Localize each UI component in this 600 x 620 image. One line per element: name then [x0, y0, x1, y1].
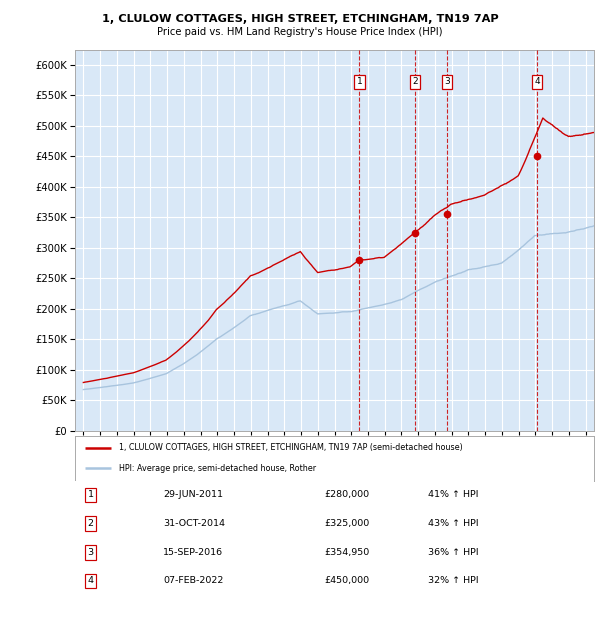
Text: 29-JUN-2011: 29-JUN-2011	[163, 490, 223, 499]
Text: £280,000: £280,000	[324, 490, 369, 499]
Text: 4: 4	[534, 78, 540, 86]
Text: 3: 3	[444, 78, 450, 86]
Text: 36% ↑ HPI: 36% ↑ HPI	[428, 547, 479, 557]
Text: 31-OCT-2014: 31-OCT-2014	[163, 519, 225, 528]
Text: 2: 2	[413, 78, 418, 86]
Text: 1, CLULOW COTTAGES, HIGH STREET, ETCHINGHAM, TN19 7AP (semi-detached house): 1, CLULOW COTTAGES, HIGH STREET, ETCHING…	[119, 443, 463, 453]
Text: £450,000: £450,000	[324, 577, 369, 585]
Text: 1, CLULOW COTTAGES, HIGH STREET, ETCHINGHAM, TN19 7AP: 1, CLULOW COTTAGES, HIGH STREET, ETCHING…	[101, 14, 499, 24]
Text: 41% ↑ HPI: 41% ↑ HPI	[428, 490, 478, 499]
Text: 32% ↑ HPI: 32% ↑ HPI	[428, 577, 479, 585]
Text: £354,950: £354,950	[324, 547, 370, 557]
Text: 15-SEP-2016: 15-SEP-2016	[163, 547, 223, 557]
Text: 43% ↑ HPI: 43% ↑ HPI	[428, 519, 479, 528]
Text: 2: 2	[88, 519, 94, 528]
Text: Price paid vs. HM Land Registry's House Price Index (HPI): Price paid vs. HM Land Registry's House …	[157, 27, 443, 37]
Text: 4: 4	[88, 577, 94, 585]
Text: 1: 1	[356, 78, 362, 86]
Text: 07-FEB-2022: 07-FEB-2022	[163, 577, 224, 585]
Text: HPI: Average price, semi-detached house, Rother: HPI: Average price, semi-detached house,…	[119, 464, 316, 473]
Text: 3: 3	[88, 547, 94, 557]
Text: £325,000: £325,000	[324, 519, 370, 528]
Text: 1: 1	[88, 490, 94, 499]
